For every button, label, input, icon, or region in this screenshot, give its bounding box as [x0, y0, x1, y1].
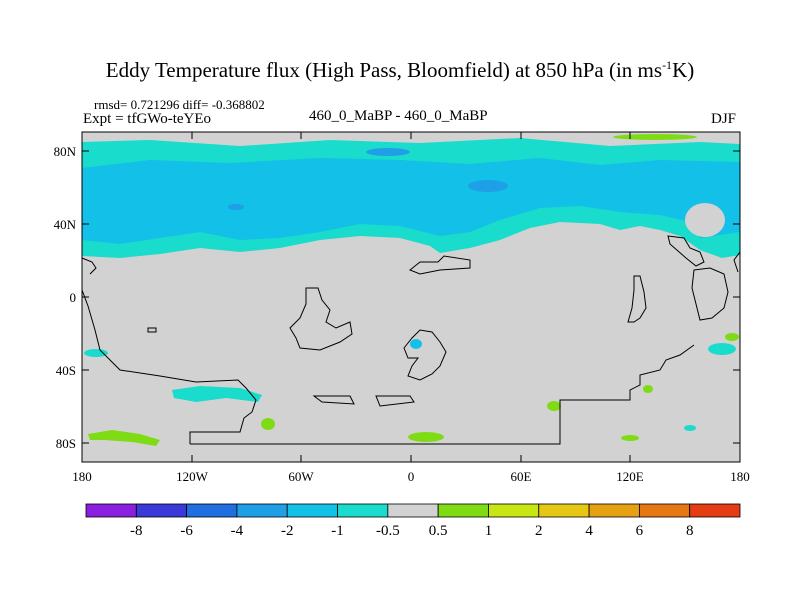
sh-negative-patch [84, 349, 108, 357]
colorbar-label: 1 [485, 523, 493, 539]
axis-ticks [81, 132, 741, 462]
positive-patch [613, 134, 697, 140]
lat-axis: 80N 40N 0 40S 80S [54, 144, 77, 451]
positive-patch [547, 401, 561, 411]
colorbar-label: 6 [636, 523, 644, 539]
positive-patch [261, 418, 275, 430]
positive-patch [725, 333, 739, 341]
colorbar-label: -8 [130, 523, 143, 539]
lat-tick-label: 40S [56, 363, 76, 378]
colorbar-box [437, 503, 489, 518]
lat-tick-label: 40N [54, 217, 77, 232]
lat-tick-label: 0 [70, 290, 77, 305]
colorbar-label: -0.5 [376, 523, 400, 539]
lat-tick-label: 80N [54, 144, 77, 159]
center-label: 460_0_MaBP - 460_0_MaBP [309, 108, 488, 124]
plot-title: Eddy Temperature flux (High Pass, Bloomf… [105, 58, 695, 82]
colorbar-label: -2 [281, 523, 294, 539]
positive-patch [621, 435, 639, 441]
colorbar-box [286, 503, 338, 518]
colorbar-box [638, 503, 691, 518]
neutral-hole [685, 203, 725, 237]
lon-tick-label: 0 [408, 469, 415, 484]
sh-negative-patch [410, 339, 422, 349]
colorbar-box [488, 503, 540, 518]
colorbar-box [135, 503, 188, 518]
colorbar-label: -1 [331, 523, 344, 539]
colorbar-label: -6 [180, 523, 193, 539]
blue-spot [366, 148, 410, 156]
lon-tick-label: 60E [511, 469, 532, 484]
season-label: DJF [711, 111, 737, 127]
coastlines [81, 235, 741, 445]
lat-tick-label: 80S [56, 436, 76, 451]
expt-label: Expt = tfGWo-teYEo [83, 111, 212, 127]
sh-negative-patch [708, 343, 736, 355]
colorbar-label: -4 [231, 523, 244, 539]
sh-negative-patch [172, 386, 262, 402]
colorbar-box [538, 503, 590, 518]
lon-tick-label: 60W [288, 469, 314, 484]
colorbar-box [337, 503, 389, 518]
colorbar-label: 4 [585, 523, 593, 539]
positive-patch [408, 432, 444, 442]
lon-tick-label: 120W [176, 469, 209, 484]
sh-negative-patch [684, 425, 696, 431]
stats-label: rmsd= 0.721296 diff= -0.368802 [94, 97, 265, 112]
blue-spot [228, 204, 244, 210]
colorbar-label: 2 [535, 523, 543, 539]
colorbar-box [387, 503, 439, 518]
colorbar-label: 0.5 [429, 523, 448, 539]
colorbar: -8 -6 -4 -2 -1 -0.5 0.5 1 2 4 6 8 [85, 503, 741, 539]
positive-patch [88, 430, 160, 446]
lon-tick-label: 180 [730, 469, 750, 484]
colorbar-box [85, 503, 137, 518]
blue-spot [468, 180, 508, 192]
colorbar-box [186, 503, 238, 518]
positive-patch [643, 385, 653, 393]
lon-tick-label: 120E [616, 469, 644, 484]
colorbar-box [689, 503, 741, 518]
colorbar-label: 8 [686, 523, 694, 539]
colorbar-box [236, 503, 288, 518]
lon-tick-label: 180 [72, 469, 92, 484]
lon-axis: 180 120W 60W 0 60E 120E 180 [72, 469, 750, 484]
map-panel: 80N 40N 0 40S 80S 180 120W 60W 0 60E 120… [54, 131, 750, 484]
colorbar-box [588, 503, 640, 518]
nh-core-band [82, 158, 740, 244]
